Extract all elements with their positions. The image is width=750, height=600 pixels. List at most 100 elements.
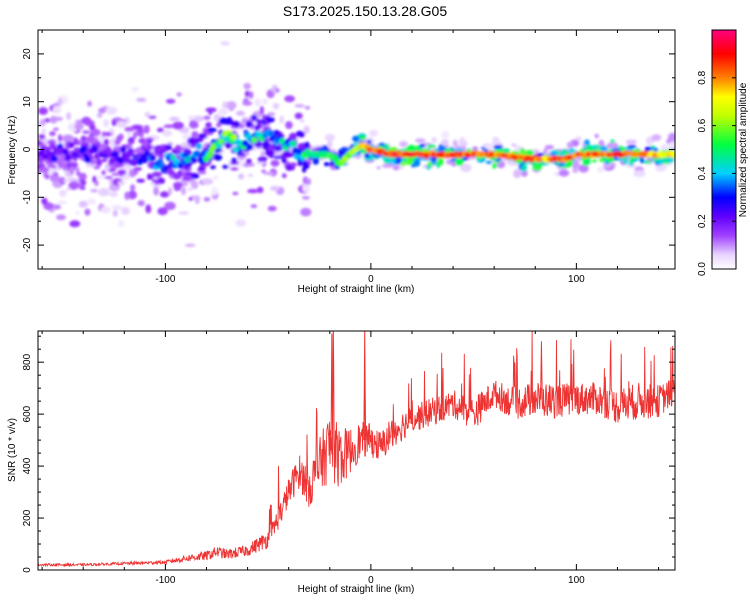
heatmap-cell	[232, 121, 241, 128]
heatmap-cell	[105, 106, 118, 115]
heatmap-cell	[132, 131, 137, 140]
heatmap-cell	[96, 175, 108, 180]
heatmap-cell	[113, 146, 122, 150]
heatmap-cell	[87, 198, 96, 205]
heatmap-cell	[245, 163, 255, 167]
heatmap-cell	[460, 140, 468, 146]
heatmap-cell	[666, 156, 674, 164]
heatmap-cell	[94, 180, 99, 187]
heatmap-cell	[38, 164, 42, 169]
heatmap-cell	[250, 204, 258, 209]
ridge-cell	[206, 151, 214, 159]
heatmap-cell	[58, 163, 67, 168]
colorbar-tick-label: 0.8	[697, 70, 708, 84]
heatmap-cell	[99, 143, 109, 149]
heatmap-cell	[301, 196, 310, 200]
heatmap-cell	[148, 115, 157, 119]
heatmap-cell	[153, 186, 159, 196]
heatmap-cell	[667, 132, 675, 142]
heatmap-cell	[272, 102, 280, 110]
heatmap-cell	[164, 201, 176, 211]
heatmap-cell	[294, 112, 303, 120]
heatmap-cell	[137, 200, 145, 207]
heatmap-cell	[80, 135, 87, 142]
heatmap-cell	[173, 181, 183, 189]
heatmap-cell	[222, 164, 229, 169]
heatmap-cell	[90, 189, 98, 193]
heatmap-cell	[133, 168, 139, 175]
y-tick-label: -20	[22, 237, 33, 252]
heatmap-cell	[38, 134, 46, 140]
heatmap-cell	[101, 170, 106, 176]
heatmap-cell	[238, 123, 245, 129]
heatmap-cell	[54, 102, 59, 107]
heatmap-cell	[41, 128, 46, 135]
heatmap-cell	[208, 110, 213, 115]
heatmap-cell	[259, 105, 264, 115]
heatmap-cell	[305, 178, 311, 186]
heatmap-cell	[566, 141, 574, 149]
colorbar: 0.0 0.2 0.4 0.6 0.8 Normalized spectral ampl…	[697, 29, 749, 276]
heatmap-cell	[267, 205, 277, 212]
heatmap-cell	[255, 119, 263, 124]
heatmap-cell	[296, 130, 304, 137]
y-tick-label: 0	[22, 567, 33, 573]
heatmap-cell	[154, 179, 160, 186]
heatmap-cell	[108, 183, 121, 192]
heatmap-cell	[569, 147, 575, 154]
heatmap-cell	[109, 191, 118, 197]
heatmap-cell	[198, 133, 208, 140]
heatmap-cell	[364, 153, 371, 158]
heatmap-cell	[211, 186, 218, 196]
heatmap-cell	[254, 98, 261, 107]
heatmap-cell	[56, 214, 66, 221]
heatmap-cell	[232, 191, 239, 196]
ridge-cell	[293, 153, 301, 160]
heatmap-cell	[376, 166, 381, 170]
heatmap-cell	[116, 120, 127, 128]
heatmap-cell	[111, 172, 121, 176]
heatmap-cell	[197, 171, 207, 175]
heatmap-cell	[427, 144, 436, 148]
heatmap-cell	[454, 158, 464, 166]
ridge-cell	[108, 157, 116, 165]
heatmap-cell	[576, 157, 583, 162]
heatmap-cell	[185, 172, 195, 176]
snr-spike	[363, 372, 367, 441]
heatmap-cell	[95, 135, 105, 140]
heatmap-cell	[84, 208, 91, 216]
heatmap-cell	[247, 173, 254, 178]
ridge-cell	[295, 148, 302, 155]
heatmap-cell	[178, 211, 190, 215]
heatmap-cell	[537, 162, 544, 167]
snr-panel: -100 0 100 0 200 400 600 800 Height of straight…	[7, 330, 676, 595]
heatmap-cell	[294, 103, 305, 108]
heatmap-cell	[566, 159, 573, 167]
heatmap-cell	[181, 186, 186, 196]
heatmap-cell	[172, 172, 182, 180]
heatmap-cell	[572, 167, 579, 173]
heatmap-cell	[583, 139, 590, 146]
heatmap-cell	[147, 139, 153, 144]
ridge-cell	[267, 130, 275, 137]
colorbar-frame	[711, 29, 737, 270]
ridge-cell	[123, 156, 130, 163]
heatmap-cell	[340, 146, 350, 152]
heatmap-cell	[366, 139, 372, 145]
heatmap-cell	[267, 145, 276, 151]
heatmap-cell	[646, 136, 653, 146]
heatmap-cell	[406, 144, 416, 150]
heatmap-cell	[213, 149, 223, 153]
ridge-cell	[290, 140, 297, 147]
heatmap-cell	[162, 130, 173, 137]
ridge-cell	[230, 133, 238, 141]
snr-frame	[37, 330, 676, 571]
y-tick-label: 10	[22, 96, 33, 108]
heatmap-cell	[38, 140, 44, 146]
heatmap-cell	[169, 116, 180, 122]
heatmap-cell	[302, 184, 310, 193]
heatmap-cell	[112, 210, 118, 217]
heatmap-cell	[187, 187, 193, 192]
heatmap-cell	[73, 137, 79, 146]
heatmap-cell	[59, 189, 67, 197]
